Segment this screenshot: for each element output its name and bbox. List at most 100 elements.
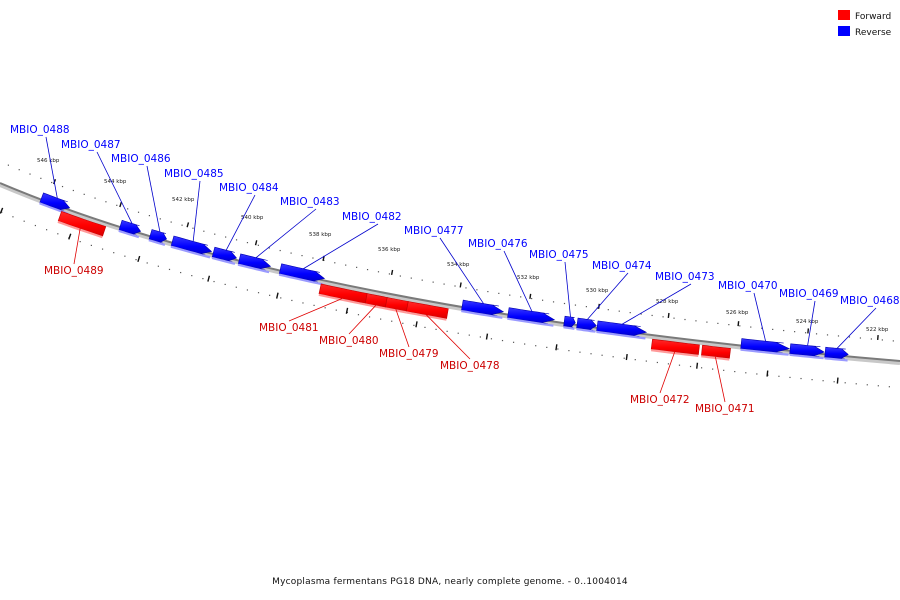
track-dot — [421, 279, 423, 281]
tick-label-542: 542 kbp — [172, 197, 195, 203]
track-dot — [424, 326, 426, 328]
gene-feature-mbio_0484[interactable] — [211, 246, 238, 263]
gene-feature-mbio_0475[interactable] — [563, 315, 576, 328]
gene-feature-shade — [789, 353, 824, 360]
track-dot — [157, 265, 159, 267]
track-dot — [170, 221, 172, 223]
track-dot — [279, 249, 281, 252]
major-tick — [275, 292, 279, 299]
leader-line — [192, 180, 201, 242]
gene-feature-shade — [507, 317, 554, 327]
leader-line — [255, 208, 317, 258]
track-dot — [695, 320, 697, 322]
gene-label-mbio_0482[interactable]: MBIO_0482 — [342, 211, 402, 223]
major-tick — [737, 321, 740, 327]
gene-label-mbio_0487[interactable]: MBIO_0487 — [61, 139, 121, 151]
track-dot — [257, 292, 260, 294]
leader-line — [96, 151, 133, 224]
gene-feature-shade — [596, 330, 646, 340]
leader-line — [714, 356, 726, 403]
gene-label-mbio_0470[interactable]: MBIO_0470 — [718, 280, 778, 292]
gene-feature-mbio_0485[interactable] — [170, 235, 213, 256]
track-dot — [712, 368, 714, 370]
gene-label-mbio_0471[interactable]: MBIO_0471 — [695, 403, 755, 415]
legend-swatch-reverse — [838, 26, 850, 36]
leader-line — [426, 314, 471, 360]
track-dot — [46, 229, 48, 231]
gene-label-mbio_0468[interactable]: MBIO_0468 — [840, 295, 900, 307]
gene-feature-shade — [278, 273, 324, 286]
track-dot — [72, 189, 74, 192]
track-dot — [301, 254, 303, 257]
major-tick — [459, 282, 462, 288]
track-dot — [454, 285, 456, 287]
gene-feature-shade — [740, 348, 789, 356]
track-dot — [512, 341, 515, 343]
gene-feature-shade — [211, 256, 236, 265]
track-dot — [83, 193, 85, 195]
track-dot — [402, 322, 404, 324]
track-dot — [399, 275, 401, 277]
track-dot — [410, 277, 412, 279]
track-dot — [23, 220, 25, 222]
gene-label-mbio_0473[interactable]: MBIO_0473 — [655, 271, 715, 283]
track-dot — [837, 335, 840, 337]
gene-feature-mbio_0477[interactable] — [461, 299, 505, 317]
gene-label-mbio_0475[interactable]: MBIO_0475 — [529, 249, 589, 261]
track-dot — [794, 331, 796, 333]
track-dot — [579, 351, 581, 353]
track-dot — [756, 373, 758, 375]
gene-feature-mbio_0473[interactable] — [596, 320, 648, 337]
track-dot — [700, 367, 703, 369]
track-dot — [859, 337, 862, 339]
track-dot — [772, 328, 774, 330]
gene-label-mbio_0480[interactable]: MBIO_0480 — [319, 335, 379, 347]
gene-feature-mbio_0486[interactable] — [148, 229, 168, 244]
gene-label-mbio_0472[interactable]: MBIO_0472 — [630, 394, 690, 406]
track-dot — [546, 346, 548, 348]
gene-label-mbio_0477[interactable]: MBIO_0477 — [404, 225, 464, 237]
gene-label-mbio_0469[interactable]: MBIO_0469 — [779, 288, 839, 300]
leader-line — [45, 136, 58, 199]
gene-label-mbio_0476[interactable]: MBIO_0476 — [468, 238, 528, 250]
track-dot — [235, 239, 238, 241]
track-dot — [468, 334, 470, 336]
leader-line — [564, 261, 571, 318]
track-dot — [723, 369, 725, 371]
track-dot — [667, 363, 670, 365]
track-dot — [728, 324, 730, 326]
gene-label-mbio_0489[interactable]: MBIO_0489 — [44, 265, 104, 277]
gene-label-mbio_0485[interactable]: MBIO_0485 — [164, 168, 224, 180]
track-dot — [634, 359, 636, 361]
major-tick — [119, 202, 123, 208]
track-dot — [750, 326, 752, 328]
gene-feature-mbio_0469[interactable] — [789, 343, 825, 357]
gene-label-mbio_0481[interactable]: MBIO_0481 — [259, 322, 319, 334]
gene-label-mbio_0488[interactable]: MBIO_0488 — [10, 124, 70, 136]
gene-feature-shade — [364, 303, 387, 310]
major-tick — [345, 307, 349, 314]
gene-label-mbio_0484[interactable]: MBIO_0484 — [219, 182, 279, 194]
legend: Forward Reverse — [838, 10, 892, 38]
gene-features — [39, 192, 849, 362]
leader-line — [439, 237, 484, 304]
gene-feature-mbio_0474[interactable] — [576, 317, 597, 331]
track-dot — [127, 208, 129, 210]
track-dot — [651, 314, 653, 317]
track-dot — [833, 381, 835, 383]
gene-feature-mbio_0483[interactable] — [237, 253, 272, 271]
leader-line — [753, 292, 766, 342]
gene-label-mbio_0474[interactable]: MBIO_0474 — [592, 260, 652, 272]
gene-label-mbio_0483[interactable]: MBIO_0483 — [280, 196, 340, 208]
track-dot — [225, 236, 227, 238]
gene-feature-shade — [824, 357, 848, 362]
track-dot — [18, 169, 20, 171]
track-dot — [61, 185, 64, 188]
leader-line — [503, 250, 533, 312]
gene-label-mbio_0479[interactable]: MBIO_0479 — [379, 348, 439, 360]
gene-label-mbio_0486[interactable]: MBIO_0486 — [111, 153, 171, 165]
track-dot — [168, 268, 171, 271]
gene-label-mbio_0478[interactable]: MBIO_0478 — [440, 360, 500, 372]
track-dot — [487, 290, 489, 293]
